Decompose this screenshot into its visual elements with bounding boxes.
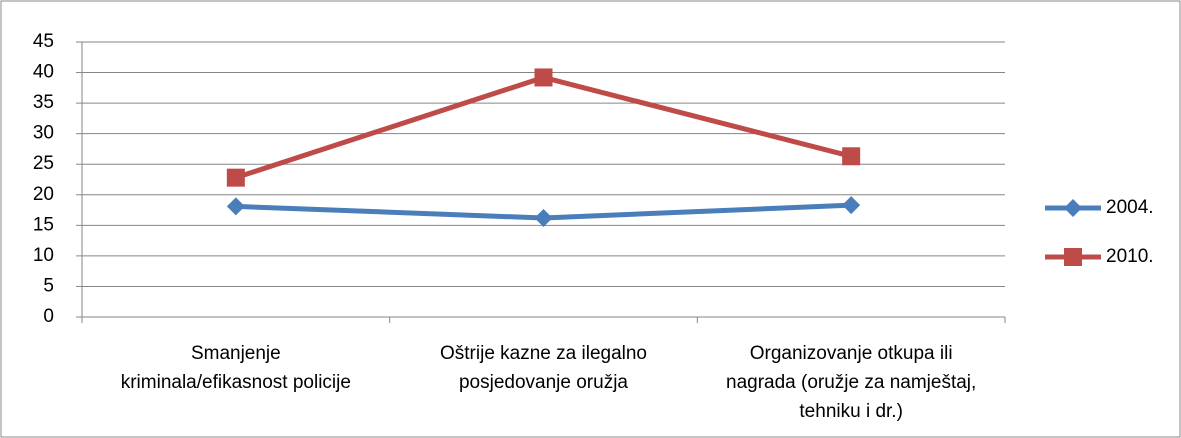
marker (534, 209, 553, 227)
y-tick-label: 40 (33, 62, 54, 83)
y-tick-label: 35 (33, 92, 54, 113)
marker (1064, 248, 1082, 266)
marker (534, 68, 553, 87)
marker (226, 168, 245, 187)
y-tick-label: 0 (43, 306, 54, 327)
marker (842, 147, 861, 166)
x-tick-label: Smanjenje kriminala/efikasnost policije (120, 343, 351, 393)
x-tick-label: Oštrije kazne za ilegalno posjedovanje o… (440, 343, 647, 393)
x-tick-label: Organizovanje otkupa ili nagrada (oružje… (726, 343, 977, 422)
y-tick-label: 10 (33, 245, 54, 266)
y-tick-label: 25 (33, 153, 54, 174)
y-tick-label: 20 (33, 184, 54, 205)
y-tick-label: 30 (33, 123, 54, 144)
y-tick-label: 15 (33, 214, 54, 235)
marker (1064, 199, 1082, 217)
marker (226, 197, 245, 216)
marker (842, 196, 861, 215)
y-tick-label: 5 (43, 275, 54, 296)
y-tick-label: 45 (33, 31, 54, 52)
legend-label: 2010. (1106, 246, 1154, 267)
legend-label: 2004. (1106, 197, 1154, 218)
